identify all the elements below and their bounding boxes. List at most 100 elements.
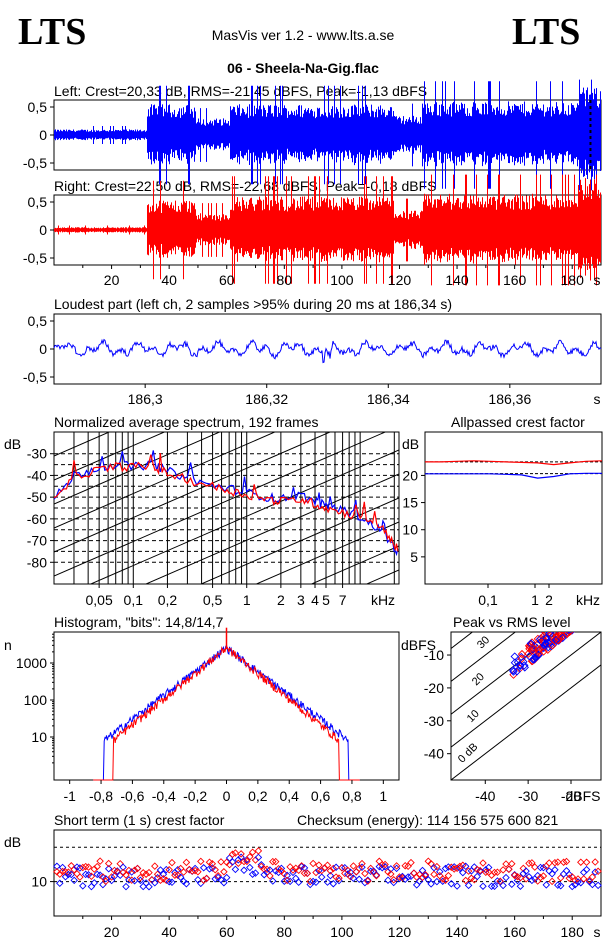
crest-factor-plot: 20 15 10 5 0,1 1 2 kHz	[402, 460, 603, 608]
short-term-point	[361, 878, 369, 887]
short-term-point	[248, 848, 257, 856]
short-term-point	[401, 875, 409, 884]
peak-rms-point	[570, 622, 577, 629]
short-term-point	[577, 858, 585, 866]
x-unit-label: kHz	[576, 592, 600, 608]
y-tick-label: 0,5	[28, 194, 48, 210]
short-term-point	[476, 866, 484, 875]
x-tick-label: 60	[219, 924, 235, 940]
x-tick-label: 0,8	[342, 788, 362, 804]
short-term-point	[473, 872, 481, 881]
short-term-point	[286, 863, 294, 871]
short-term-point	[329, 864, 338, 873]
peak-rms-point	[570, 615, 577, 622]
peak-rms-point	[524, 649, 533, 658]
short-term-point	[176, 873, 185, 882]
short-term-point	[559, 870, 568, 878]
short-term-point	[139, 869, 147, 877]
short-term-point	[510, 870, 519, 879]
short-term-point	[84, 863, 93, 871]
spectrum-title: Normalized average spectrum, 192 frames	[54, 414, 319, 430]
x-tick-label: 80	[277, 924, 293, 940]
short-term-point	[332, 863, 340, 872]
x-tick-label: 0,05	[86, 592, 113, 608]
x-tick-label: 5	[322, 592, 330, 608]
x-tick-label: 60	[219, 272, 235, 288]
short-term-point	[361, 869, 369, 878]
peak-rms-title: Peak vs RMS level	[453, 614, 570, 630]
y-tick-label: -70	[27, 533, 47, 549]
crest-trace	[425, 460, 603, 466]
short-term-point	[418, 873, 427, 882]
short-term-point	[508, 859, 516, 868]
crest-trace	[425, 472, 602, 479]
x-tick-label: 180	[561, 272, 585, 288]
grid-diagonal	[54, 432, 332, 553]
short-term-point	[421, 872, 430, 880]
short-term-point	[208, 859, 217, 868]
short-term-point	[456, 862, 464, 871]
short-term-point	[84, 871, 93, 879]
short-term-point	[459, 861, 467, 870]
loudest-trace	[53, 338, 602, 364]
peak-rms-point	[534, 648, 543, 658]
short-term-point	[556, 882, 565, 890]
short-term-point	[470, 863, 479, 871]
short-term-point	[499, 866, 507, 874]
short-term-point	[133, 864, 142, 873]
short-term-point	[479, 882, 487, 890]
short-term-point	[142, 879, 150, 887]
short-term-point	[421, 870, 430, 879]
short-term-point	[349, 862, 358, 870]
x-tick-label: 1	[243, 592, 251, 608]
short-term-point	[151, 862, 159, 870]
short-term-point	[533, 871, 542, 880]
peak-rms-ylabel: dBFS	[401, 637, 436, 653]
short-term-point	[122, 871, 130, 879]
x-tick-label: 40	[161, 924, 177, 940]
grid-diagonal	[54, 432, 277, 529]
short-term-point	[234, 859, 243, 868]
short-term-point	[568, 882, 576, 891]
short-term-point	[104, 859, 113, 868]
short-term-point	[222, 873, 231, 882]
short-term-point	[375, 862, 384, 871]
short-term-point	[151, 879, 159, 887]
short-term-point	[594, 867, 602, 876]
x-tick-label: 0,2	[158, 592, 178, 608]
short-term-point	[412, 873, 421, 881]
short-term-point	[73, 863, 81, 871]
peak-rms-point	[530, 655, 539, 664]
short-term-point	[571, 876, 579, 885]
short-term-point	[280, 877, 289, 886]
short-term-point	[349, 874, 358, 883]
x-tick-label: -1	[63, 788, 76, 804]
short-term-point	[182, 880, 191, 888]
short-term-point	[300, 864, 309, 872]
short-term-point	[516, 882, 525, 890]
y-tick-label: 0	[39, 341, 47, 357]
peak-rms-point	[517, 654, 526, 663]
short-term-point	[461, 862, 470, 871]
crest-diagonal	[451, 632, 559, 715]
short-term-point	[96, 857, 104, 865]
short-term-point	[136, 873, 145, 882]
x-tick-label: 160	[503, 272, 527, 288]
x-tick-label: 7	[339, 592, 347, 608]
short-term-title: Short term (1 s) crest factor	[54, 812, 225, 828]
short-term-point	[372, 871, 381, 880]
short-term-point	[459, 868, 467, 877]
short-term-point	[162, 876, 171, 885]
peak-rms-point	[542, 634, 551, 643]
left-waveform-title: Left: Crest=20,33 dB, RMS=-21,45 dBFS, P…	[54, 83, 427, 99]
short-term-point	[266, 872, 274, 880]
y-tick-label: 10	[31, 874, 47, 890]
y-tick-label: -60	[27, 511, 47, 527]
grid-diagonal	[255, 521, 399, 584]
short-term-point	[185, 865, 194, 874]
peak-rms-frame	[450, 631, 602, 781]
short-term-point	[556, 874, 565, 882]
y-tick-label: -10	[424, 647, 444, 663]
short-term-point	[493, 868, 502, 876]
short-term-point	[159, 875, 168, 883]
